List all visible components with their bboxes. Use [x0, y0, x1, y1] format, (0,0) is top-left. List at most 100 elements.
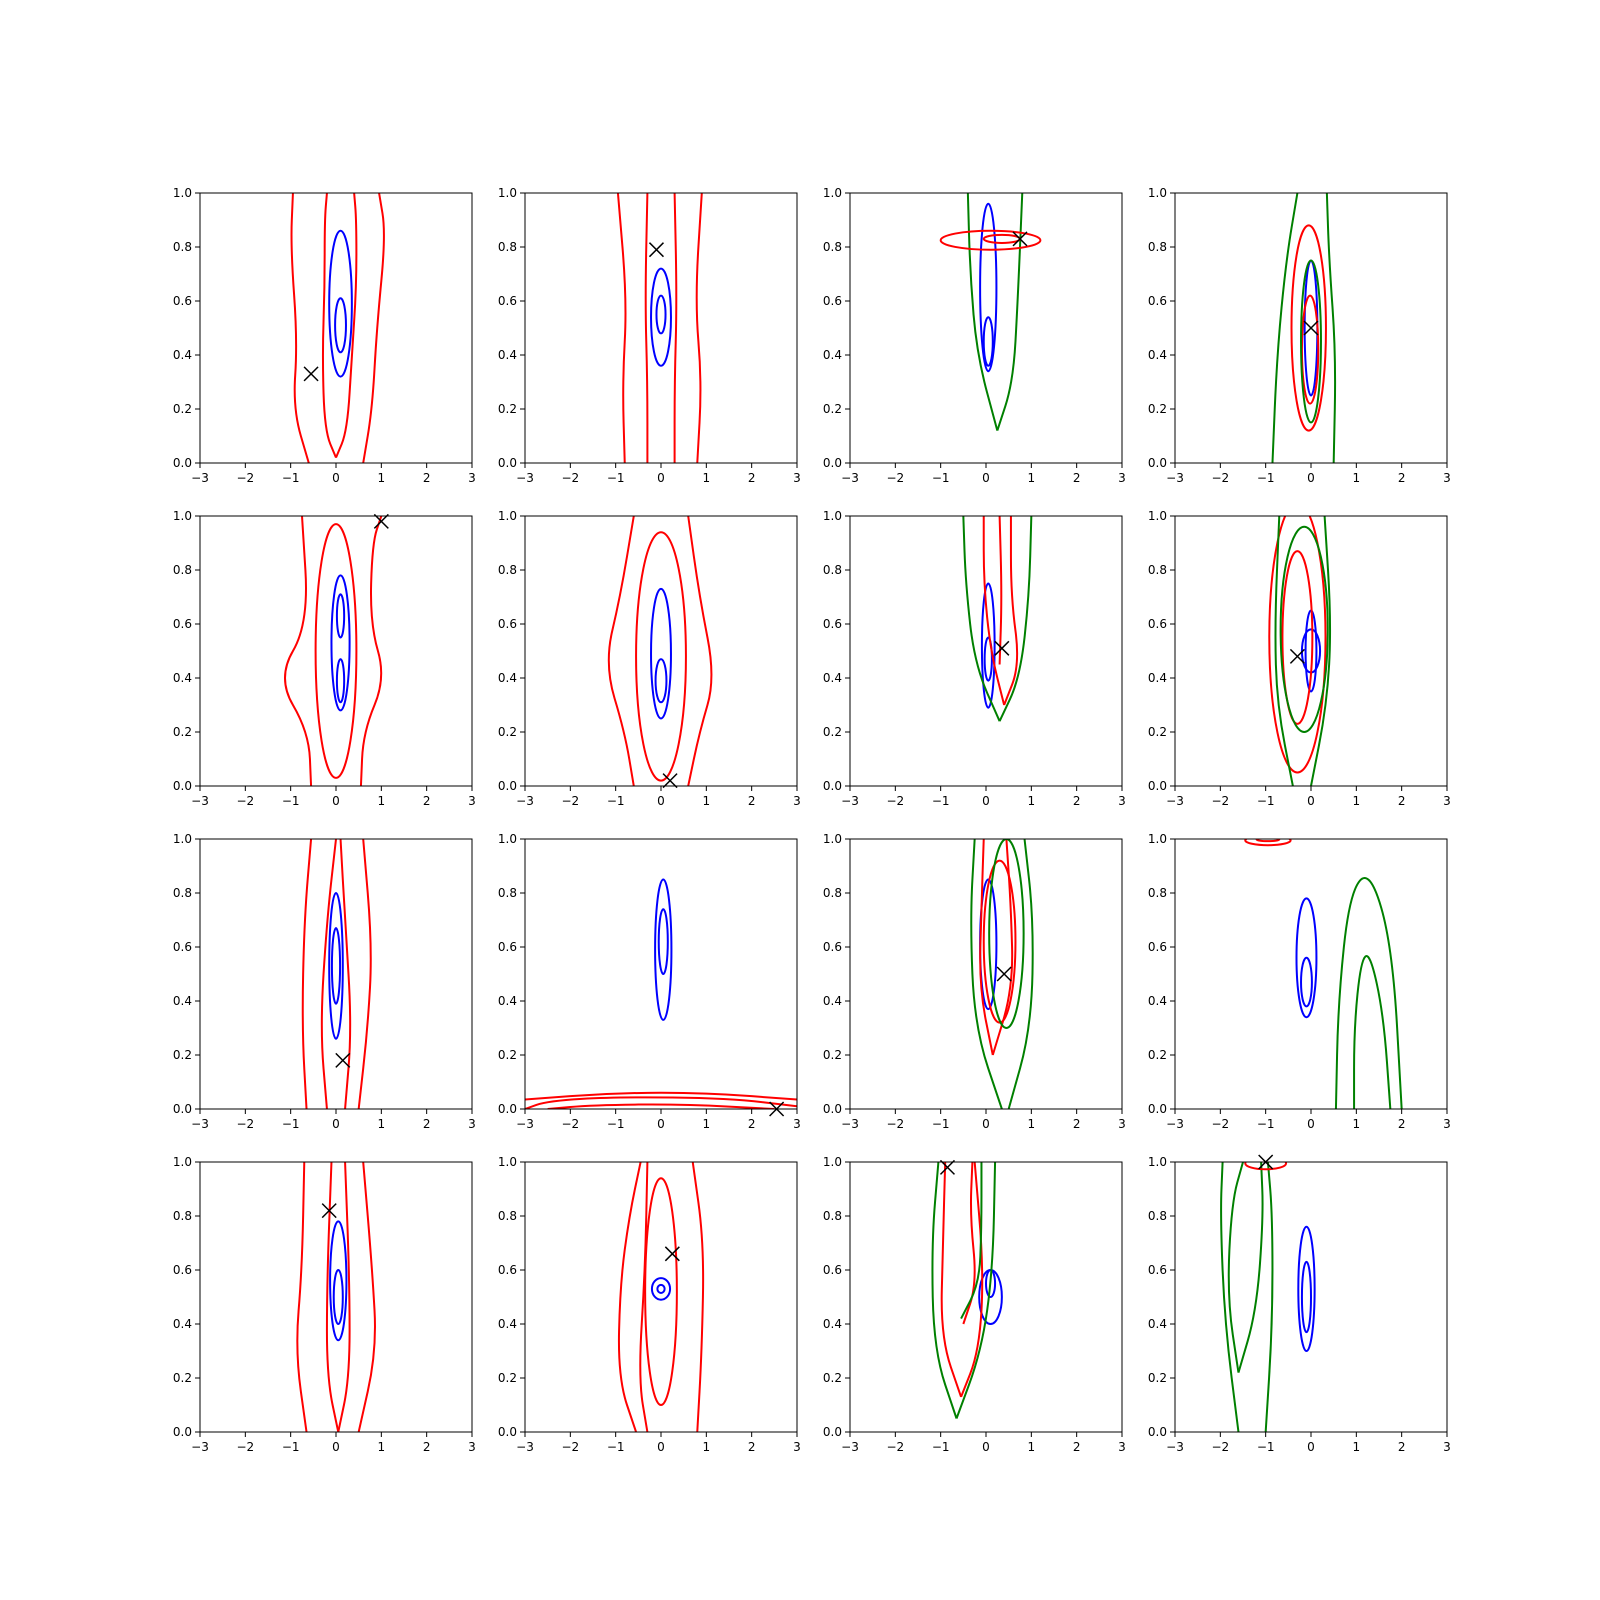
x-tick-label: −1	[282, 471, 300, 485]
y-tick-label: 0.4	[173, 994, 192, 1008]
x-tick-label: 3	[468, 1117, 476, 1131]
axes-frame	[199, 838, 473, 1110]
x-tick-label: 3	[468, 1440, 476, 1454]
red-contour-3	[320, 839, 337, 1109]
subplot-1-3: −3 −2 −1 0 1 2 3 0.0 0.2 0.4 0.6 0.8 1.0	[823, 186, 1126, 485]
x-tick-label: −3	[1166, 1440, 1184, 1454]
red-contour-2	[991, 839, 1014, 1056]
y-tick-label: 0.6	[173, 294, 192, 308]
x-tick-label: 1	[703, 794, 711, 808]
blue-contour-1	[979, 202, 998, 373]
y-tick-label: 1.0	[498, 509, 517, 523]
x-tick-label: 2	[423, 1440, 431, 1454]
x-tick-label: 0	[657, 1440, 665, 1454]
red-contour-6	[982, 233, 1021, 244]
y-tick-label: 0.0	[173, 1425, 192, 1439]
x-tick-label: 3	[793, 1440, 801, 1454]
x-marker	[939, 1159, 955, 1175]
x-tick-label: −2	[561, 471, 579, 485]
green-contour-6	[1310, 516, 1332, 786]
x-tick-label: 0	[332, 471, 340, 485]
y-tick-label: 1.0	[173, 1155, 192, 1169]
blue-contour-2	[982, 316, 994, 367]
x-tick-label: 0	[982, 1440, 990, 1454]
green-contour-7	[988, 839, 1025, 1029]
x-tick-label: −1	[932, 1117, 950, 1131]
y-tick-label: 0.4	[498, 1317, 517, 1331]
x-tick-label: 3	[793, 794, 801, 808]
y-tick-label: 0.0	[498, 1425, 517, 1439]
y-tick-label: 0.8	[498, 886, 517, 900]
plot-area	[962, 516, 1033, 722]
y-tick-label: 0.2	[498, 725, 517, 739]
x-tick-label: 0	[1307, 471, 1315, 485]
blue-contour-2	[1300, 1260, 1313, 1334]
y-tick-label: 0.8	[173, 1209, 192, 1223]
green-contour-5	[1274, 516, 1294, 786]
y-tick-label: 0.0	[173, 456, 192, 470]
blue-contour-1	[1297, 1225, 1316, 1353]
y-tick-label: 1.0	[173, 186, 192, 200]
blue-contour-2	[983, 636, 993, 682]
red-contour-6	[359, 516, 383, 786]
y-tick-label: 0.8	[1148, 240, 1167, 254]
green-contour-7	[931, 1162, 958, 1419]
red-contour-4	[325, 1162, 340, 1432]
x-marker	[994, 640, 1010, 656]
y-tick-label: 0.6	[823, 617, 842, 631]
x-tick-label: 3	[1118, 471, 1126, 485]
blue-contour-2	[656, 1283, 666, 1294]
green-contour-5	[1325, 193, 1337, 463]
green-contour-5	[1007, 839, 1034, 1109]
x-tick-label: 3	[1443, 471, 1451, 485]
y-tick-label: 0.0	[1148, 456, 1167, 470]
y-tick-label: 1.0	[823, 1155, 842, 1169]
plot-area	[1220, 1162, 1316, 1432]
subplot-4-4: −3 −2 −1 0 1 2 3 0.0 0.2 0.4 0.6 0.8 1.0	[1148, 1154, 1451, 1454]
x-tick-label: 0	[657, 471, 665, 485]
x-tick-label: 1	[703, 1440, 711, 1454]
blue-contour-1	[980, 582, 996, 709]
subplot-4-3: −3 −2 −1 0 1 2 3 0.0 0.2 0.4 0.6 0.8 1.0	[823, 1155, 1126, 1454]
red-contour-5	[617, 1162, 642, 1432]
y-tick-label: 0.0	[823, 1425, 842, 1439]
x-tick-label: −3	[191, 1440, 209, 1454]
y-tick-label: 0.2	[823, 1048, 842, 1062]
red-contour-4	[321, 193, 337, 458]
subplot-3-3: −3 −2 −1 0 1 2 3 0.0 0.2 0.4 0.6 0.8 1.0	[823, 832, 1126, 1131]
axes-frame	[849, 515, 1123, 787]
green-contour-3	[996, 193, 1024, 431]
x-tick-label: −3	[841, 1440, 859, 1454]
green-contour-4	[1264, 1162, 1274, 1432]
y-tick-label: 0.0	[173, 1102, 192, 1116]
x-tick-label: −2	[561, 794, 579, 808]
red-contour-5	[939, 229, 1042, 251]
y-tick-label: 0.2	[498, 1371, 517, 1385]
plot-area	[970, 839, 1034, 1109]
x-tick-label: 1	[1028, 471, 1036, 485]
red-contour-5	[296, 1162, 308, 1432]
x-marker	[373, 513, 389, 529]
x-tick-label: 0	[982, 471, 990, 485]
x-tick-label: −1	[282, 794, 300, 808]
y-tick-label: 0.8	[498, 563, 517, 577]
plot-area	[617, 1162, 705, 1432]
red-contour-5	[616, 193, 627, 463]
x-tick-label: −1	[1257, 1117, 1275, 1131]
x-tick-label: −3	[1166, 794, 1184, 808]
subplot-2-2: −3 −2 −1 0 1 2 3 0.0 0.2 0.4 0.6 0.8 1.0	[498, 509, 801, 808]
y-tick-label: 0.0	[823, 1102, 842, 1116]
blue-contour-2	[335, 658, 346, 704]
y-tick-label: 0.6	[1148, 940, 1167, 954]
plot-area	[290, 193, 385, 463]
y-tick-label: 0.6	[823, 940, 842, 954]
y-tick-label: 0.6	[498, 1263, 517, 1277]
x-tick-label: −3	[841, 1117, 859, 1131]
red-contour-5	[284, 516, 313, 786]
x-tick-label: −1	[932, 794, 950, 808]
x-tick-label: −3	[516, 471, 534, 485]
axes-frame	[524, 838, 798, 1110]
y-tick-label: 0.2	[823, 402, 842, 416]
x-tick-label: 0	[332, 1117, 340, 1131]
x-tick-label: 2	[748, 1117, 756, 1131]
